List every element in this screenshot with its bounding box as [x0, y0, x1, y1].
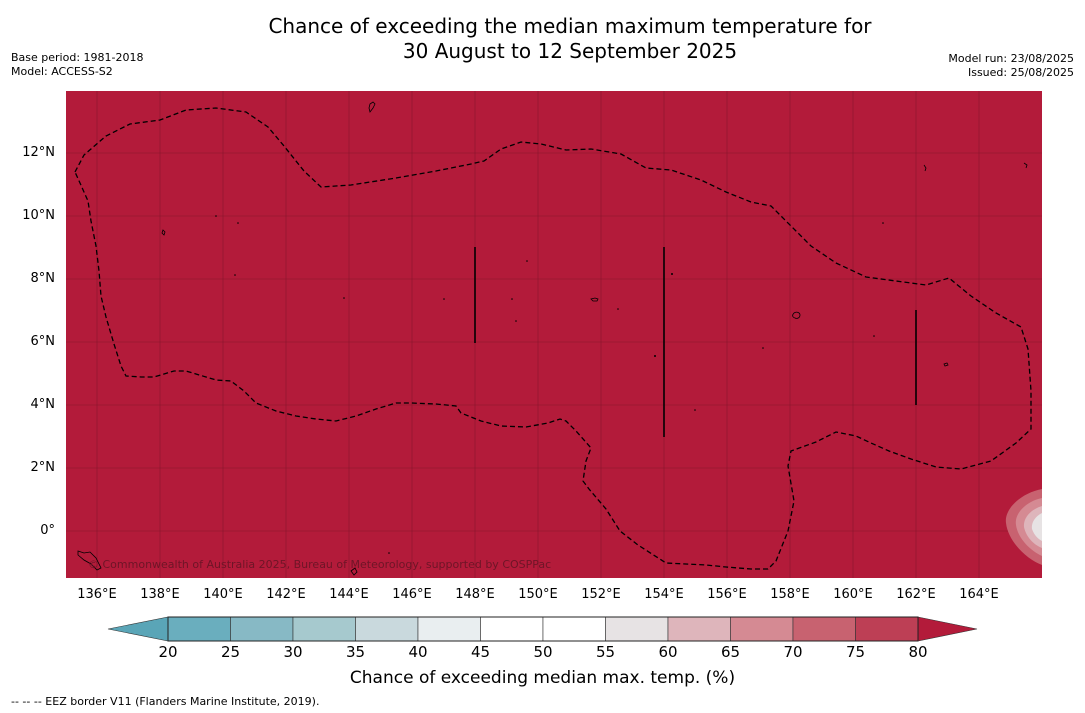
copyright-notice: © Commonwealth of Australia 2025, Bureau…: [88, 558, 552, 571]
colorbar-segment: [355, 616, 419, 642]
colorbar-tick-label: 25: [220, 643, 241, 661]
meta-left: Base period: 1981-2018 Model: ACCESS-S2: [11, 51, 143, 79]
eez-border: [74, 107, 1032, 570]
colorbar-tick-label: 65: [720, 643, 741, 661]
model-run: Model run: 23/08/2025: [948, 52, 1074, 65]
lat-tick-label: 0°: [40, 523, 55, 538]
colorbar-segment: [542, 616, 606, 642]
map-title-line1: Chance of exceeding the median maximum t…: [268, 14, 872, 38]
map-title: Chance of exceeding the median maximum t…: [0, 14, 1085, 64]
lon-tick-label: 138°E: [140, 587, 180, 602]
lon-tick-label: 142°E: [266, 587, 306, 602]
map-area: © Commonwealth of Australia 2025, Bureau…: [66, 91, 1042, 578]
lat-tick-label: 2°N: [30, 460, 56, 475]
lon-tick-label: 162°E: [896, 587, 936, 602]
colorbar-segment: [230, 616, 294, 642]
lon-tick-label: 164°E: [959, 587, 999, 602]
lat-tick-label: 6°N: [30, 334, 56, 349]
colorbar-segment: [292, 616, 356, 642]
colorbar-frame: [167, 616, 919, 642]
lat-tick-label: 12°N: [22, 145, 55, 160]
meta-right: Model run: 23/08/2025 Issued: 25/08/2025: [948, 52, 1074, 80]
colorbar-tick-label: 70: [783, 643, 803, 661]
lon-tick-label: 154°E: [644, 587, 684, 602]
lat-tick-label: 10°N: [22, 208, 55, 223]
lon-tick-label: 136°E: [77, 587, 117, 602]
islands: [77, 101, 1028, 576]
colorbar-tick-label: 50: [533, 643, 553, 661]
model-name: Model: ACCESS-S2: [11, 65, 113, 78]
colorbar-segment: [480, 616, 544, 642]
colorbar-segment: [730, 616, 794, 642]
colorbar-tick-label: 35: [345, 643, 366, 661]
colorbar-tick-label: 20: [158, 643, 178, 661]
colorbar-segment: [167, 616, 231, 642]
colorbar-segment: [667, 616, 731, 642]
lon-tick-label: 140°E: [203, 587, 243, 602]
boundary-segments: [474, 247, 917, 437]
lat-tick-label: 4°N: [30, 397, 56, 412]
map-title-line2: 30 August to 12 September 2025: [402, 39, 738, 63]
colorbar-tick-label: 30: [283, 643, 303, 661]
colorbar-tick-label: 80: [908, 643, 928, 661]
colorbar-title: Chance of exceeding median max. temp. (%…: [349, 668, 736, 688]
colorbar-tick-label: 55: [595, 643, 616, 661]
lon-tick-label: 146°E: [392, 587, 432, 602]
colorbar: [107, 616, 978, 642]
colorbar-segment: [605, 616, 669, 642]
colorbar-tick-label: 45: [470, 643, 491, 661]
footnote-eez-border: -- -- -- EEZ border V11 (Flanders Marine…: [11, 695, 320, 708]
lon-tick-label: 152°E: [581, 587, 621, 602]
base-period: Base period: 1981-2018: [11, 51, 144, 64]
colorbar-tick-label: 75: [845, 643, 866, 661]
colorbar-tick-label: 60: [658, 643, 678, 661]
lon-tick-label: 150°E: [518, 587, 558, 602]
lon-tick-label: 144°E: [329, 587, 369, 602]
lon-tick-label: 148°E: [455, 587, 495, 602]
issued-date: Issued: 25/08/2025: [967, 66, 1074, 79]
colorbar-segment: [792, 616, 856, 642]
small-islets: [215, 215, 884, 554]
colorbar-tick-label: 40: [408, 643, 428, 661]
gridlines: [66, 91, 1042, 578]
lon-tick-label: 156°E: [707, 587, 747, 602]
colorbar-segment: [417, 616, 481, 642]
lat-tick-label: 8°N: [30, 271, 56, 286]
lon-tick-label: 160°E: [833, 587, 873, 602]
colorbar-high-extend: [917, 616, 978, 642]
colorbar-low-extend: [107, 616, 169, 642]
probability-anomaly-blob: [1005, 489, 1042, 565]
lon-tick-label: 158°E: [770, 587, 810, 602]
map-svg: [66, 91, 1042, 578]
colorbar-segment: [855, 616, 919, 642]
